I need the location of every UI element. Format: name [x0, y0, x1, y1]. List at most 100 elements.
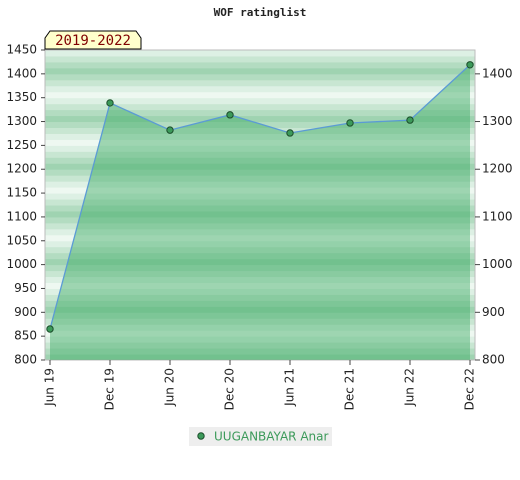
y2-tick-label: 800	[482, 353, 505, 367]
line	[49, 64, 471, 330]
stripe	[45, 240, 475, 248]
stripe	[45, 252, 475, 260]
stripe	[45, 330, 475, 337]
y2-tick-label: 900	[482, 305, 505, 319]
marker	[106, 99, 114, 107]
stripe	[45, 234, 475, 242]
y-tick-label: 900	[14, 305, 37, 319]
legend-box	[189, 427, 332, 446]
x-tick-label: Dec 20	[223, 368, 237, 410]
y-tick-label: 800	[14, 353, 37, 367]
plot-border	[44, 49, 476, 361]
stripe	[45, 288, 475, 295]
y-tick-label: 950	[14, 281, 37, 295]
stripe	[45, 67, 475, 75]
stripe	[45, 193, 475, 200]
x-tick-label: Jun 19	[43, 368, 57, 407]
y2-tick-label: 1100	[482, 209, 513, 223]
x-tick-label: Jun 20	[163, 368, 177, 407]
stripe	[45, 163, 475, 170]
y-tick-label: 1400	[6, 66, 37, 80]
stripe	[45, 228, 475, 236]
stripe	[45, 103, 475, 111]
stripe	[45, 97, 475, 105]
stripe	[45, 306, 475, 313]
stripe	[45, 318, 475, 325]
y2-tick-label: 1000	[482, 257, 513, 271]
stripe	[45, 109, 475, 117]
y-tick-label: 1150	[6, 186, 37, 200]
y-tick-label: 1250	[6, 138, 37, 152]
x-tick-label: Dec 21	[343, 368, 357, 410]
stripe	[45, 324, 475, 331]
stripe	[45, 145, 475, 152]
stripe	[45, 151, 475, 158]
y-tick-label: 850	[14, 329, 37, 343]
legend-marker	[197, 432, 205, 440]
stripe	[45, 50, 475, 57]
marker	[466, 61, 474, 69]
y-tick-label: 1000	[6, 257, 37, 271]
stripe	[45, 205, 475, 212]
stripe	[45, 258, 475, 266]
stripe	[45, 121, 475, 128]
x-tick-label: Dec 22	[463, 368, 477, 410]
stripe	[45, 348, 475, 355]
stripe	[45, 294, 475, 301]
stripe	[45, 336, 475, 343]
y-tick-label: 1200	[6, 162, 37, 176]
stripe	[45, 91, 475, 99]
stripe	[45, 210, 475, 218]
stripe	[45, 354, 475, 361]
stripe	[45, 175, 475, 182]
y2-tick-label: 1200	[482, 162, 513, 176]
plot-area	[44, 49, 476, 361]
x-tick-label: Jun 21	[283, 368, 297, 407]
stripe	[45, 127, 475, 134]
chart-title: WOF ratinglist	[214, 6, 307, 19]
y-tick-label: 1300	[6, 114, 37, 128]
y-tick-label: 1100	[6, 209, 37, 223]
stripe	[45, 246, 475, 254]
stripe	[45, 264, 475, 272]
stripe	[45, 169, 475, 176]
stripe	[45, 139, 475, 146]
marker	[406, 116, 414, 124]
annotation-box	[44, 30, 142, 50]
stripe	[45, 187, 475, 194]
marker	[166, 126, 174, 134]
stripe	[45, 61, 475, 69]
stripe	[45, 216, 475, 224]
y-tick-label: 1050	[6, 233, 37, 247]
stripe	[45, 300, 475, 307]
marker	[286, 129, 294, 137]
stripe	[45, 270, 475, 278]
y-tick-label: 1450	[6, 43, 37, 57]
y2-tick-label: 1400	[482, 66, 513, 80]
marker	[346, 119, 354, 127]
area	[50, 64, 470, 361]
stripe	[45, 115, 475, 123]
stripe	[45, 312, 475, 319]
annotation: 2019-2022	[55, 33, 131, 49]
stripe	[45, 133, 475, 140]
stripe	[45, 282, 475, 289]
marker	[226, 111, 234, 119]
stripe	[45, 199, 475, 206]
stripe	[45, 342, 475, 349]
stripe	[45, 85, 475, 93]
stripe	[45, 181, 475, 188]
stripe	[45, 79, 475, 87]
marker	[46, 325, 54, 333]
stripe	[45, 73, 475, 81]
y-tick-label: 1350	[6, 90, 37, 104]
x-tick-label: Jun 22	[403, 368, 417, 407]
stripe	[45, 276, 475, 283]
stripe	[45, 222, 475, 230]
y2-tick-label: 1300	[482, 114, 513, 128]
legend-label: UUGANBAYAR Anar	[214, 430, 328, 444]
stripe	[45, 55, 475, 63]
stripe	[45, 157, 475, 164]
x-tick-label: Dec 19	[103, 368, 117, 410]
